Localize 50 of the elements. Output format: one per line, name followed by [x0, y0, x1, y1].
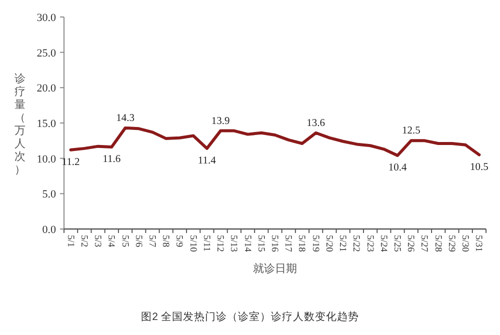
x-tick-label: 5/5: [119, 235, 130, 248]
x-tick-label: 5/28: [432, 235, 442, 252]
x-tick-label: 5/4: [106, 235, 116, 248]
y-tick-label: 25.0: [36, 47, 56, 60]
x-tick-label: 5/20: [323, 235, 334, 252]
x-tick-label: 5/25: [392, 235, 402, 252]
data-label: 13.6: [306, 118, 326, 129]
x-tick-label: 5/10: [187, 235, 198, 252]
x-tick-label: 5/22: [350, 235, 361, 252]
x-tick-label: 5/13: [228, 235, 238, 252]
x-tick-label: 5/30: [460, 235, 470, 252]
x-tick-label: 5/21: [337, 235, 348, 252]
x-tick-label: 5/1: [64, 235, 75, 248]
data-label: 11.4: [198, 155, 217, 166]
x-tick-label: 5/6: [132, 235, 143, 248]
text: 图2 全国发热门诊（诊室）诊疗人数变化趋势: [141, 310, 359, 323]
x-tick-label: 5/27: [418, 235, 429, 252]
x-tick-label: 5/26: [405, 235, 416, 252]
x-tick-label: 5/23: [364, 235, 374, 252]
x-tick-label: 5/24: [378, 235, 388, 252]
x-tick-label: 5/18: [296, 235, 306, 252]
data-label: 12.5: [402, 126, 420, 137]
x-tick-label: 5/3: [92, 235, 102, 248]
data-label: 10.5: [470, 162, 488, 173]
x-tick-label: 5/19: [310, 235, 320, 252]
data-label: 11.6: [102, 154, 121, 166]
data-label: 11.2: [62, 156, 80, 168]
y-tick-label: 0.0: [42, 224, 56, 236]
x-tick-label: 5/14: [242, 235, 252, 252]
data-label: 10.4: [388, 162, 408, 174]
x-axis-title: 就诊日期: [253, 262, 297, 275]
y-tick-label: 30.0: [36, 12, 56, 24]
x-tick-label: 5/9: [174, 235, 184, 248]
data-label: 14.3: [116, 112, 134, 124]
y-tick-label: 20.0: [36, 82, 56, 95]
x-tick-label: 5/31: [473, 235, 484, 252]
x-tick-label: 5/12: [214, 235, 225, 252]
x-tick-label: 5/8: [160, 235, 170, 248]
data-label: 13.9: [211, 116, 230, 127]
x-tick-label: 5/15: [255, 235, 266, 252]
x-tick-label: 5/7: [146, 235, 156, 248]
x-tick-label: 5/2: [78, 235, 88, 248]
y-tick-label: 5.0: [42, 188, 56, 201]
x-tick-label: 5/11: [200, 235, 211, 252]
y-tick-label: 10.0: [36, 153, 56, 166]
x-tick-label: 5/17: [282, 235, 293, 252]
y-tick-label: 15.0: [36, 118, 56, 130]
y-axis-title: 诊疗量（万人次）: [14, 73, 26, 176]
x-tick-label: 5/16: [269, 235, 279, 252]
x-tick-label: 5/29: [446, 235, 456, 252]
